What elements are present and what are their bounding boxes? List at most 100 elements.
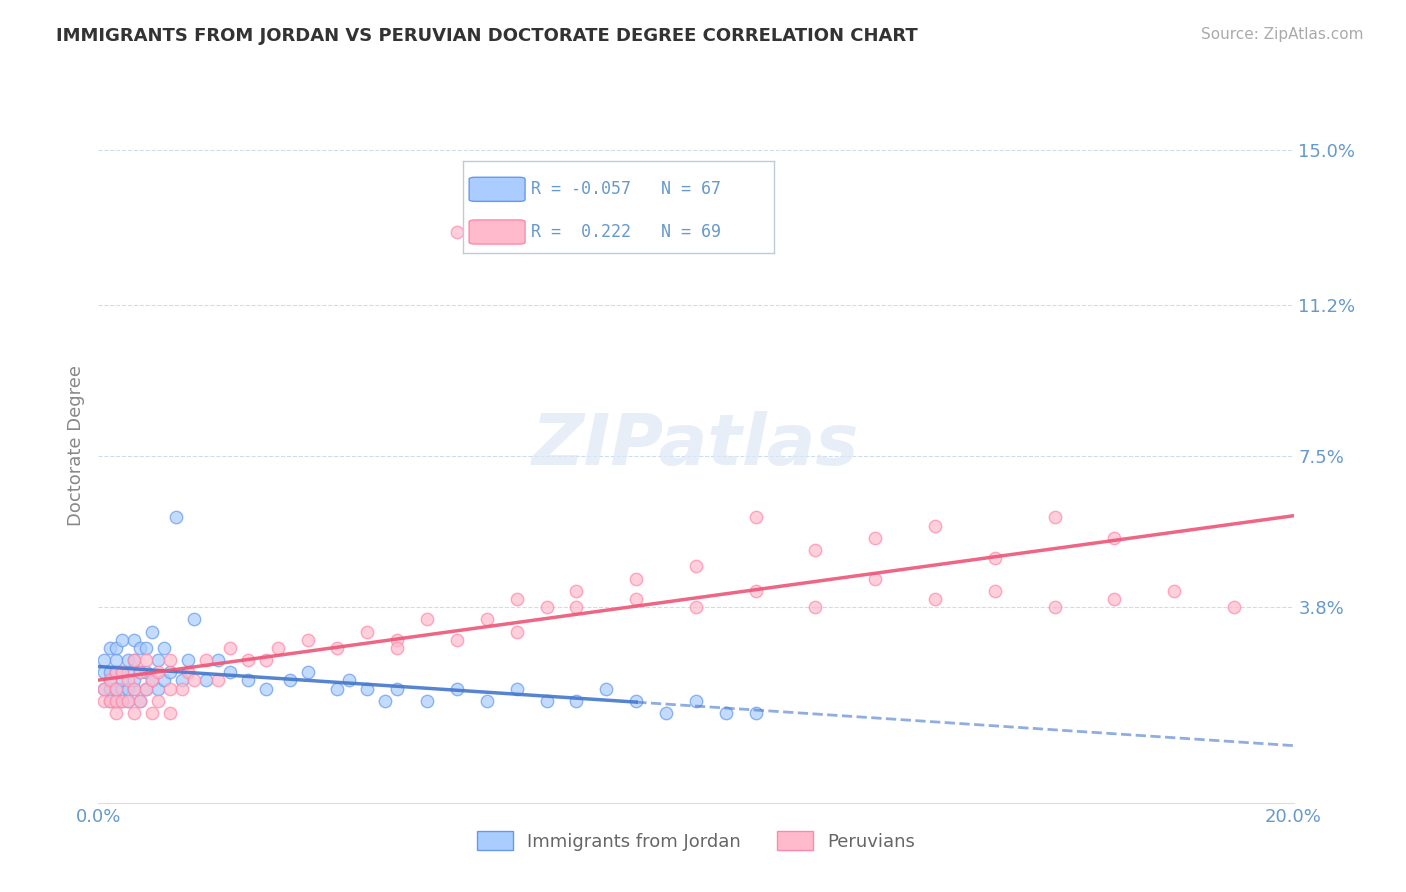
Point	[297, 665, 319, 680]
Point	[105, 694, 128, 708]
Point	[416, 694, 439, 708]
Point	[93, 653, 115, 667]
Point	[159, 653, 181, 667]
Point	[148, 694, 170, 708]
Point	[924, 591, 946, 606]
Point	[117, 665, 139, 680]
Point	[685, 559, 707, 574]
Point	[135, 665, 157, 680]
Point	[356, 624, 378, 639]
Point	[141, 673, 163, 688]
Point	[446, 681, 468, 696]
Point	[685, 694, 707, 708]
Y-axis label: Doctorate Degree: Doctorate Degree	[66, 366, 84, 526]
Point	[111, 665, 134, 680]
Point	[93, 665, 115, 680]
Point	[254, 653, 277, 667]
Point	[297, 632, 319, 647]
Point	[159, 681, 181, 696]
Point	[475, 694, 498, 708]
Point	[98, 673, 122, 688]
Point	[159, 706, 181, 720]
Point	[685, 600, 707, 615]
Point	[626, 572, 648, 586]
Point	[374, 694, 396, 708]
Point	[475, 612, 498, 626]
Point	[506, 624, 529, 639]
Point	[278, 673, 301, 688]
Point	[105, 665, 128, 680]
Point	[98, 681, 122, 696]
Point	[148, 653, 170, 667]
Point	[1223, 600, 1246, 615]
Point	[141, 624, 163, 639]
Point	[117, 694, 139, 708]
Point	[98, 694, 122, 708]
Point	[565, 694, 588, 708]
Point	[135, 653, 157, 667]
Point	[1104, 531, 1126, 545]
Point	[105, 694, 128, 708]
Point	[219, 640, 242, 655]
Point	[165, 510, 187, 524]
Point	[236, 673, 259, 688]
Point	[172, 681, 194, 696]
Point	[804, 543, 827, 558]
Point	[124, 681, 146, 696]
Point	[254, 681, 277, 696]
Point	[177, 665, 200, 680]
Point	[135, 681, 157, 696]
Point	[148, 681, 170, 696]
Point	[207, 673, 229, 688]
Point	[565, 583, 588, 598]
Point	[385, 640, 409, 655]
Point	[984, 551, 1007, 566]
Point	[595, 681, 617, 696]
Point	[105, 681, 128, 696]
Point	[207, 653, 229, 667]
Point	[98, 694, 122, 708]
Point	[865, 531, 887, 545]
Point	[124, 681, 146, 696]
Point	[93, 681, 115, 696]
Point	[655, 706, 678, 720]
Point	[506, 681, 529, 696]
Point	[446, 225, 468, 239]
Point	[141, 673, 163, 688]
Point	[98, 640, 122, 655]
Point	[1043, 600, 1066, 615]
Point	[105, 653, 128, 667]
Point	[626, 694, 648, 708]
Point	[153, 673, 176, 688]
Point	[124, 706, 146, 720]
Point	[626, 591, 648, 606]
Point	[153, 640, 176, 655]
Point	[93, 694, 115, 708]
Point	[183, 673, 205, 688]
Point	[172, 673, 194, 688]
Point	[745, 706, 768, 720]
Point	[105, 681, 128, 696]
Point	[536, 694, 558, 708]
Point	[98, 665, 122, 680]
Point	[105, 640, 128, 655]
Point	[183, 612, 205, 626]
Point	[141, 706, 163, 720]
Point	[111, 632, 134, 647]
Point	[159, 665, 181, 680]
Point	[339, 673, 361, 688]
Point	[111, 673, 134, 688]
Text: Source: ZipAtlas.com: Source: ZipAtlas.com	[1201, 27, 1364, 42]
Point	[111, 694, 134, 708]
Point	[124, 653, 146, 667]
Point	[117, 653, 139, 667]
Text: IMMIGRANTS FROM JORDAN VS PERUVIAN DOCTORATE DEGREE CORRELATION CHART: IMMIGRANTS FROM JORDAN VS PERUVIAN DOCTO…	[56, 27, 918, 45]
Point	[129, 694, 152, 708]
Point	[804, 600, 827, 615]
Point	[714, 706, 737, 720]
Point	[565, 600, 588, 615]
Point	[135, 640, 157, 655]
Point	[236, 653, 259, 667]
Point	[536, 600, 558, 615]
Text: ZIPatlas: ZIPatlas	[533, 411, 859, 481]
